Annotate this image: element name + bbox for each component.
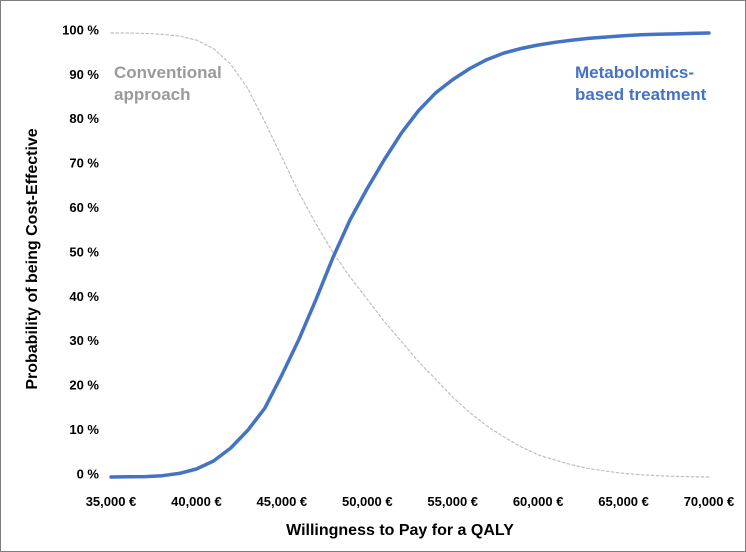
y-axis-title: Probability of being Cost-Effective	[24, 128, 41, 389]
x-tick-label: 35,000 €	[86, 494, 137, 509]
x-axis-ticks: 35,000 € 40,000 € 45,000 € 50,000 € 55,000 €…	[86, 494, 735, 509]
series-label-line: Conventional	[114, 63, 222, 82]
y-tick-label: 10 %	[69, 422, 99, 437]
series-lines	[109, 31, 711, 479]
x-tick-label: 55,000 €	[427, 494, 478, 509]
x-tick-label: 50,000 €	[342, 494, 393, 509]
y-tick-label: 20 %	[69, 378, 99, 393]
y-tick-label: 80 %	[69, 111, 99, 126]
x-tick-label: 70,000 €	[684, 494, 735, 509]
series-line-metabolomics	[109, 31, 711, 479]
y-tick-label: 30 %	[69, 333, 99, 348]
series-label-line: Metabolomics-	[575, 63, 694, 82]
y-tick-label: 70 %	[69, 156, 99, 171]
series-label-metabolomics: Metabolomics-based treatment	[575, 63, 707, 104]
x-tick-label: 65,000 €	[598, 494, 649, 509]
y-tick-label: 40 %	[69, 289, 99, 304]
x-axis-title: Willingness to Pay for a QALY	[286, 522, 514, 539]
series-label-line: approach	[114, 85, 191, 104]
x-tick-label: 45,000 €	[257, 494, 308, 509]
y-tick-label: 60 %	[69, 200, 99, 215]
series-label-line: based treatment	[575, 85, 707, 104]
series-line-conventional	[110, 32, 710, 478]
y-tick-label: 0 %	[77, 466, 100, 481]
y-tick-label: 50 %	[69, 244, 99, 259]
y-tick-label: 100 %	[62, 22, 99, 37]
x-tick-label: 40,000 €	[171, 494, 222, 509]
y-axis-ticks: 0 % 10 % 20 % 30 % 40 % 50 % 60 % 70 % 80 % 90 % 1…	[62, 22, 99, 481]
series-label-conventional: Conventional approach	[114, 63, 222, 104]
y-tick-label: 90 %	[69, 67, 99, 82]
x-tick-label: 60,000 €	[513, 494, 564, 509]
